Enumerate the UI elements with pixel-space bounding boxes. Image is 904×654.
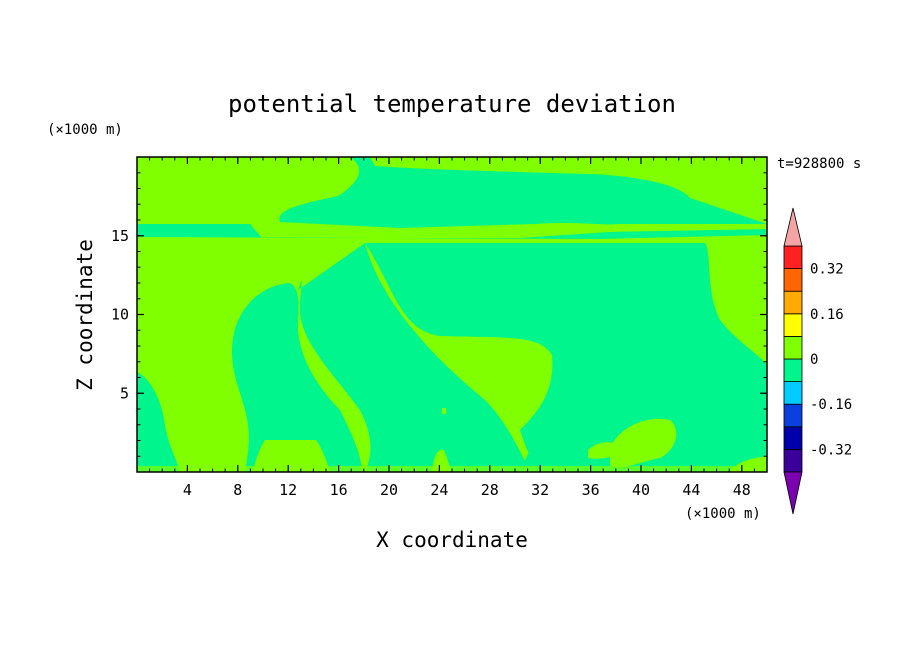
x-tick-label: 44	[682, 481, 700, 499]
x-axis-label: X coordinate	[376, 528, 528, 552]
field-island-6	[442, 408, 446, 414]
x-ticks: 4 8 12 16 20 24 28 32 36 40 44 48	[149, 157, 755, 499]
field-region-center-dip	[298, 243, 530, 472]
y-tick-label: 15	[111, 227, 129, 245]
field-region-right	[365, 243, 767, 472]
x-tick-label: 48	[733, 481, 751, 499]
x-tick-label: 12	[279, 481, 297, 499]
colorbar-segment	[783, 245, 803, 270]
field-island-1	[610, 418, 677, 468]
field-plot	[137, 157, 767, 472]
colorbar-segment	[783, 358, 803, 383]
colorbar-tick-label: 0	[810, 352, 818, 368]
x-tick-label: 40	[632, 481, 650, 499]
colorbar-segment	[783, 268, 803, 292]
field-island-2	[588, 442, 622, 459]
field-region-upper	[137, 157, 767, 228]
colorbar-segment	[783, 313, 803, 337]
colorbar-tick-label: -0.16	[810, 397, 852, 413]
x-tick-label: 24	[430, 481, 448, 499]
field-island-5	[268, 440, 324, 472]
colorbar-bottom-triangle	[783, 471, 803, 515]
chart-title: potential temperature deviation	[228, 90, 676, 118]
x-tick-label: 32	[531, 481, 549, 499]
colorbar: 0.32 0.16 0 -0.16 -0.32	[783, 207, 852, 515]
y-axis-label: Z coordinate	[73, 239, 97, 391]
colorbar-segment	[783, 290, 803, 315]
field-region-left-edge	[137, 372, 180, 472]
field-region-left-blob	[232, 283, 362, 472]
y-tick-label: 10	[111, 306, 129, 324]
colorbar-segment	[783, 403, 803, 428]
colorbar-tick-label: 0.16	[810, 307, 844, 323]
x-tick-label: 16	[330, 481, 348, 499]
y-tick-label: 5	[120, 384, 129, 402]
field-region-upper-lower-strip	[137, 224, 767, 239]
x-tick-label: 4	[183, 481, 192, 499]
colorbar-tick-label: -0.32	[810, 442, 852, 458]
y-unit-label: (×1000 m)	[47, 122, 123, 138]
colorbar-segment	[783, 426, 803, 450]
colorbar-segment	[783, 335, 803, 360]
x-unit-label: (×1000 m)	[685, 506, 761, 522]
time-label: t=928800 s	[777, 156, 861, 172]
colorbar-segment	[783, 448, 803, 473]
x-tick-label: 28	[481, 481, 499, 499]
colorbar-tick-label: 0.32	[810, 262, 844, 278]
y-ticks: 5 10 15	[111, 172, 767, 457]
field-region-right-lower	[520, 430, 600, 472]
x-tick-label: 20	[380, 481, 398, 499]
colorbar-segment	[783, 381, 803, 405]
x-tick-label: 8	[233, 481, 242, 499]
x-tick-label: 36	[582, 481, 600, 499]
colorbar-top-triangle	[783, 207, 803, 247]
